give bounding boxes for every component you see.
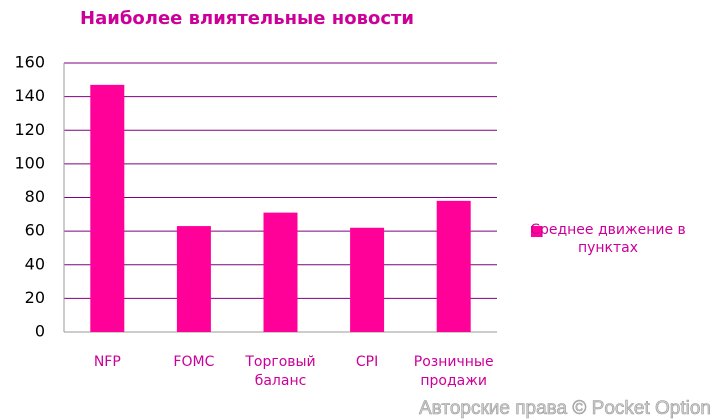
bar: [350, 227, 385, 332]
y-tick-label: 0: [35, 322, 45, 341]
x-tick-label: Торговый баланс: [245, 354, 316, 389]
y-tick-label: 80: [25, 187, 45, 206]
x-tick-label: FOMC: [173, 354, 215, 370]
bar: [263, 212, 298, 332]
y-tick-label: 160: [14, 53, 45, 72]
x-tick-label: NFP: [93, 354, 121, 370]
legend-swatch: [531, 226, 542, 237]
x-tick-label: CPI: [355, 354, 379, 370]
bar: [436, 200, 471, 332]
y-tick-label: 120: [14, 120, 45, 139]
y-tick-label: 140: [14, 86, 45, 105]
watermark: Авторские права © Pocket Option: [418, 398, 712, 420]
legend-label: Среднее движение в пунктах: [530, 222, 686, 256]
y-tick-label: 20: [25, 288, 45, 307]
y-tick-label: 60: [25, 221, 45, 240]
y-tick-label: 40: [25, 254, 45, 273]
chart-title: Наиболее влиятельные новости: [80, 8, 415, 29]
bar: [176, 226, 211, 332]
y-tick-label: 100: [14, 153, 45, 172]
x-tick-label: Розничные продажи: [413, 354, 494, 389]
bar: [90, 84, 125, 332]
